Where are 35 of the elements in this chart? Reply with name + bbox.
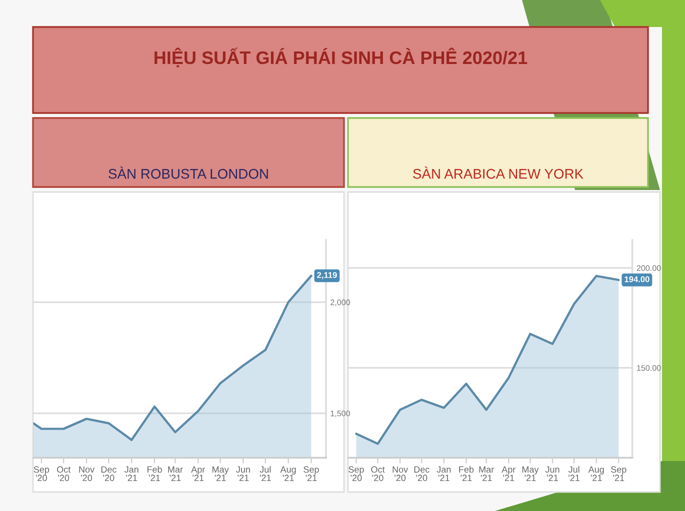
chart-title: SÀN ARABICA NEW YORK xyxy=(413,166,584,179)
x-tick-label: Dec '20 xyxy=(101,466,116,482)
y-tick-label: 1,500 xyxy=(330,410,350,418)
x-tick-label: Dec '20 xyxy=(414,466,430,482)
x-tick-label: Feb '21 xyxy=(147,466,162,481)
x-tick-label: Jan '21 xyxy=(124,466,138,481)
x-tick-label: Mar '21 xyxy=(168,466,183,481)
y-tick-label: 200.00 xyxy=(636,265,661,271)
x-tick-label: Sep '20 xyxy=(348,466,364,482)
data-label: 2,119 xyxy=(317,272,337,280)
x-tick-label: May '21 xyxy=(212,466,229,481)
x-tick-label: Jul '21 xyxy=(568,466,580,481)
x-tick-label: Oct '20 xyxy=(57,466,71,482)
text: HIỆU SUẤT GIÁ PHÁI SINH CÀ PHÊ 2020/21 xyxy=(154,48,528,68)
y-tick-label: 150.00 xyxy=(637,365,661,371)
x-tick-label: Apr '21 xyxy=(191,466,206,481)
x-tick-label: Jun '21 xyxy=(236,466,250,481)
x-tick-label: Sep '21 xyxy=(611,466,626,481)
x-tick-label: Jul '21 xyxy=(260,466,271,481)
x-tick-label: Apr '21 xyxy=(502,466,516,481)
x-tick-label: May '21 xyxy=(522,466,539,481)
x-tick-label: Oct '20 xyxy=(371,466,385,482)
x-tick-label: Feb '21 xyxy=(459,466,474,481)
x-tick-label: Nov '20 xyxy=(79,466,95,482)
x-tick-label: Sep '21 xyxy=(304,466,319,481)
chart-title: SÀN ROBUSTA LONDON xyxy=(108,166,268,179)
x-tick-label: Sep '20 xyxy=(34,466,50,482)
x-tick-label: Aug '21 xyxy=(588,466,604,481)
x-tick-label: Nov '20 xyxy=(392,466,408,482)
x-tick-label: Jun '21 xyxy=(545,466,560,481)
data-label: 194.00 xyxy=(624,276,650,282)
x-tick-label: Mar '21 xyxy=(479,466,494,481)
y-tick-label: 2,000 xyxy=(330,299,350,306)
x-tick-label: Aug '21 xyxy=(280,466,296,481)
x-tick-label: Jan '21 xyxy=(436,466,451,481)
